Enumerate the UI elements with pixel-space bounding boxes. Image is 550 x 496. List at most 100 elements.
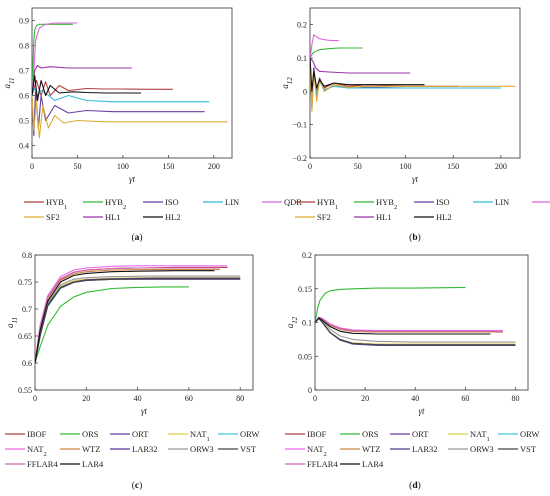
series-line-hl2 xyxy=(310,57,425,92)
y-tick-label: 0.5 xyxy=(19,117,29,126)
y-tick-label: −0.2 xyxy=(292,154,307,163)
y-tick-label: 0 xyxy=(308,386,312,395)
y-tick-label: −0.1 xyxy=(292,121,307,130)
series-line-sf2 xyxy=(32,95,228,139)
series-line-vst xyxy=(315,317,516,346)
legend: IBOF ORS ORT NAT1 ORW NAT2 WTZ LAR32 ORW3 VST FFLA… xyxy=(285,429,539,469)
x-tick-label: 150 xyxy=(447,162,459,171)
y-tick-label: 0.15 xyxy=(298,285,312,294)
legend-entry: IBOF xyxy=(307,429,327,439)
legend-entry: ORS xyxy=(362,429,379,439)
legend-entry: WTZ xyxy=(362,444,380,454)
series-line-vst xyxy=(35,278,241,364)
x-tick-label: 200 xyxy=(495,162,507,171)
series-line-nat1 xyxy=(35,277,241,364)
legend-entry: NAT1 xyxy=(190,429,210,443)
series-line-wtz xyxy=(315,317,496,333)
x-tick-label: 200 xyxy=(208,162,220,171)
y-tick-label: 0.2 xyxy=(302,251,312,260)
x-tick-label: 150 xyxy=(162,162,174,171)
legend-entry: ORW3 xyxy=(190,444,214,454)
plot-frame xyxy=(314,254,529,391)
x-tick-label: 20 xyxy=(361,394,369,403)
series-line-orw xyxy=(35,278,241,364)
series-line-hyb2 xyxy=(32,23,73,96)
y-axis-label: a11 xyxy=(2,78,16,89)
legend-entry: ORT xyxy=(132,429,149,439)
y-tick-label: 0.05 xyxy=(298,352,312,361)
legend-entry: FFLAR4 xyxy=(27,459,58,469)
panel-label: (c) xyxy=(132,480,143,491)
legend-entry: HL2 xyxy=(165,212,181,222)
x-tick-label: 40 xyxy=(134,394,142,403)
series-line-hl1 xyxy=(310,57,411,74)
legend-entry: HL1 xyxy=(105,212,121,222)
legend-entry: ISO xyxy=(436,197,450,207)
legend-entry: ORW xyxy=(520,429,539,439)
panel-label: (d) xyxy=(409,480,421,491)
y-axis-label: a12 xyxy=(285,316,299,328)
x-tick-label: 0 xyxy=(308,162,312,171)
plot-frame xyxy=(34,254,254,391)
legend-entry: SF2 xyxy=(46,212,60,222)
legend-entry: LAR32 xyxy=(132,444,158,454)
series-line-lar32 xyxy=(35,277,241,364)
plot-frame xyxy=(309,7,521,159)
legend-entry: ORW3 xyxy=(470,444,494,454)
x-axis-label: γt xyxy=(418,406,425,416)
y-tick-label: 0.7 xyxy=(22,305,32,314)
x-axis-label: γt xyxy=(141,406,148,416)
series-line-hyb1 xyxy=(32,79,173,97)
y-tick-label: 0.55 xyxy=(18,386,32,395)
legend-entry: LIN xyxy=(495,197,509,207)
y-tick-label: 0.9 xyxy=(19,17,29,26)
y-tick-label: 0.65 xyxy=(18,332,32,341)
series-line-ort xyxy=(35,278,241,364)
x-tick-label: 80 xyxy=(236,394,244,403)
legend-entry: SF2 xyxy=(317,212,331,222)
x-axis-label: γt xyxy=(129,174,136,184)
series-line-lin xyxy=(32,87,210,103)
legend-entry: VST xyxy=(240,444,257,454)
series-line-hl1 xyxy=(32,64,132,96)
chart-panel-d: 0 20 40 60 80 0 0.05 0.1 0.15 0.2 γt a12 IBOF ORS ORT N… xyxy=(285,251,539,491)
series-line-hl2 xyxy=(32,74,142,102)
y-tick-label: 0.4 xyxy=(19,142,29,151)
x-tick-label: 60 xyxy=(185,394,193,403)
y-tick-label: 0 xyxy=(303,87,307,96)
legend-entry: NAT1 xyxy=(470,429,490,443)
series-line-fflar4 xyxy=(315,317,496,332)
series-line-hyb2 xyxy=(310,47,363,59)
y-tick-label: 0.7 xyxy=(19,67,29,76)
y-tick-label: 0.1 xyxy=(297,54,307,63)
series-line-fflar4 xyxy=(35,267,220,364)
x-tick-label: 80 xyxy=(511,394,519,403)
y-tick-label: 0.1 xyxy=(302,319,312,328)
y-axis-label: a12 xyxy=(280,77,294,89)
y-tick-label: 0.2 xyxy=(297,21,307,30)
panel-label: (a) xyxy=(131,232,142,243)
legend-entry: LAR32 xyxy=(412,444,438,454)
legend-entry: HYB2 xyxy=(105,197,126,211)
legend: IBOF ORS ORT NAT1 ORW NAT2 WTZ LAR32 ORW3 VST FFLA… xyxy=(5,429,259,469)
series-line-ibof xyxy=(35,266,228,364)
x-tick-label: 50 xyxy=(73,162,81,171)
legend-entry: ORS xyxy=(82,429,99,439)
series-line-ors xyxy=(35,286,189,364)
plot-frame xyxy=(31,7,233,159)
series-line-hyb1 xyxy=(310,57,458,102)
x-tick-label: 0 xyxy=(30,162,34,171)
y-tick-label: 0.75 xyxy=(18,278,32,287)
series-group xyxy=(310,34,516,112)
legend-entry: LIN xyxy=(225,197,239,207)
series-line-orw3 xyxy=(35,275,241,364)
y-tick-label: 0.8 xyxy=(22,251,32,260)
legend-entry: IBOF xyxy=(27,429,47,439)
series-group xyxy=(35,265,241,364)
series-line-nat2 xyxy=(315,316,503,332)
x-tick-label: 0 xyxy=(33,394,37,403)
x-axis-label: γt xyxy=(412,174,419,184)
series-line-qdr xyxy=(32,22,78,96)
